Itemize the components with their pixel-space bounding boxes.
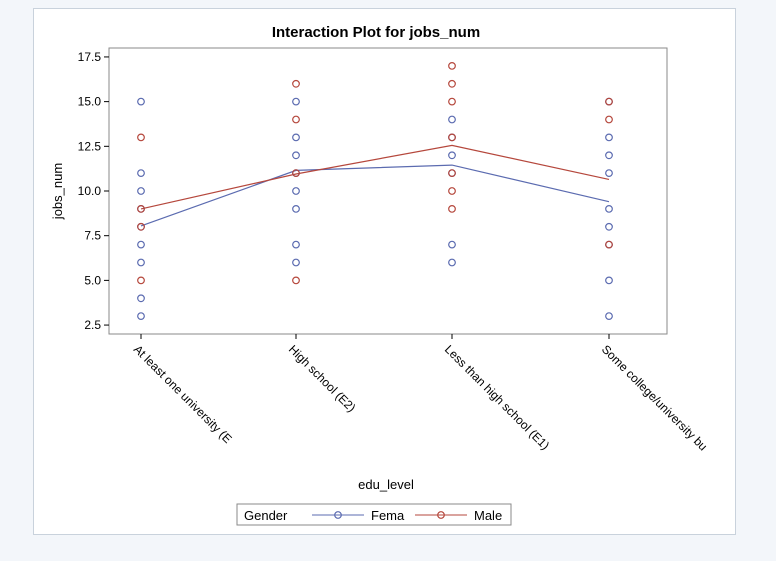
interaction-plot: Interaction Plot for jobs_num 2.5 5.0 7.5 1… (50, 24, 710, 526)
y-tick-label: 5.0 (84, 273, 101, 287)
x-tick-label: Some college/university bu (599, 342, 710, 453)
data-point-fema (605, 169, 613, 178)
data-point-fema (292, 133, 300, 142)
data-point-fema (137, 294, 145, 303)
data-point-male (292, 115, 300, 124)
data-point-male (448, 204, 456, 213)
data-point-fema (448, 258, 456, 267)
legend: Gender Fema Male (236, 503, 512, 526)
data-point-male (605, 97, 613, 106)
data-point-fema (448, 115, 456, 124)
legend-title: Gender (244, 508, 288, 523)
data-point-male (448, 169, 456, 178)
legend-male-label: Male (474, 508, 502, 523)
data-point-fema (137, 187, 145, 195)
data-point-fema (137, 97, 145, 106)
data-point-fema (292, 151, 300, 160)
data-point-male (605, 240, 613, 249)
data-point-fema (605, 222, 613, 231)
data-point-fema (137, 169, 145, 178)
y-tick-label: 2.5 (84, 318, 101, 332)
data-point-fema (137, 240, 145, 249)
data-point-male (137, 133, 145, 142)
data-point-fema (448, 240, 456, 249)
data-point-fema (292, 204, 300, 213)
data-point-male (292, 276, 300, 285)
data-point-male (292, 79, 300, 88)
series-line-male (140, 144, 610, 210)
data-point-fema (605, 276, 613, 285)
plot-area-frame (108, 47, 668, 335)
data-point-fema (292, 240, 300, 249)
x-tick-label: Less than high school (E1) (442, 342, 552, 452)
y-axis-label: jobs_num (50, 163, 65, 220)
data-point-fema (137, 258, 145, 267)
data-point-fema (292, 187, 300, 195)
data-point-male (448, 187, 456, 195)
data-point-male (448, 133, 456, 142)
legend-fema-marker (334, 511, 342, 519)
series-line-fema (140, 164, 610, 227)
series-lines (140, 144, 610, 227)
legend-male-marker (437, 511, 445, 519)
y-tick-label: 12.5 (78, 139, 102, 153)
data-point-fema (605, 133, 613, 142)
x-tick-label: High school (E2) (286, 342, 359, 415)
x-tick-label: At least one university (E (131, 342, 235, 446)
data-point-male (605, 115, 613, 124)
x-axis-label: edu_level (358, 477, 414, 492)
y-tick-label: 15.0 (78, 95, 102, 109)
data-point-male (137, 276, 145, 285)
data-point-male (137, 222, 145, 231)
data-point-fema (292, 97, 300, 106)
data-point-male (137, 204, 145, 213)
data-point-male (448, 97, 456, 106)
data-point-fema (292, 258, 300, 267)
y-tick-label: 10.0 (78, 184, 102, 198)
data-point-male (448, 79, 456, 88)
data-point-fema (605, 204, 613, 213)
data-point-male (448, 62, 456, 70)
data-point-fema (605, 151, 613, 160)
y-tick-label: 7.5 (84, 229, 101, 243)
y-tick-label: 17.5 (78, 50, 102, 64)
x-axis: At least one university (E High school (E… (131, 334, 710, 454)
series-points (137, 62, 613, 321)
chart-title: Interaction Plot for jobs_num (272, 24, 480, 41)
chart-panel: Interaction Plot for jobs_num 2.5 5.0 7.5 1… (33, 8, 736, 535)
legend-box (236, 503, 512, 526)
data-point-fema (137, 312, 145, 321)
y-axis: 2.5 5.0 7.5 10.0 12.5 15.0 17.5 (78, 50, 109, 332)
legend-fema-label: Fema (371, 508, 405, 523)
data-point-fema (605, 312, 613, 321)
data-point-male (292, 169, 300, 178)
data-point-fema (448, 151, 456, 160)
